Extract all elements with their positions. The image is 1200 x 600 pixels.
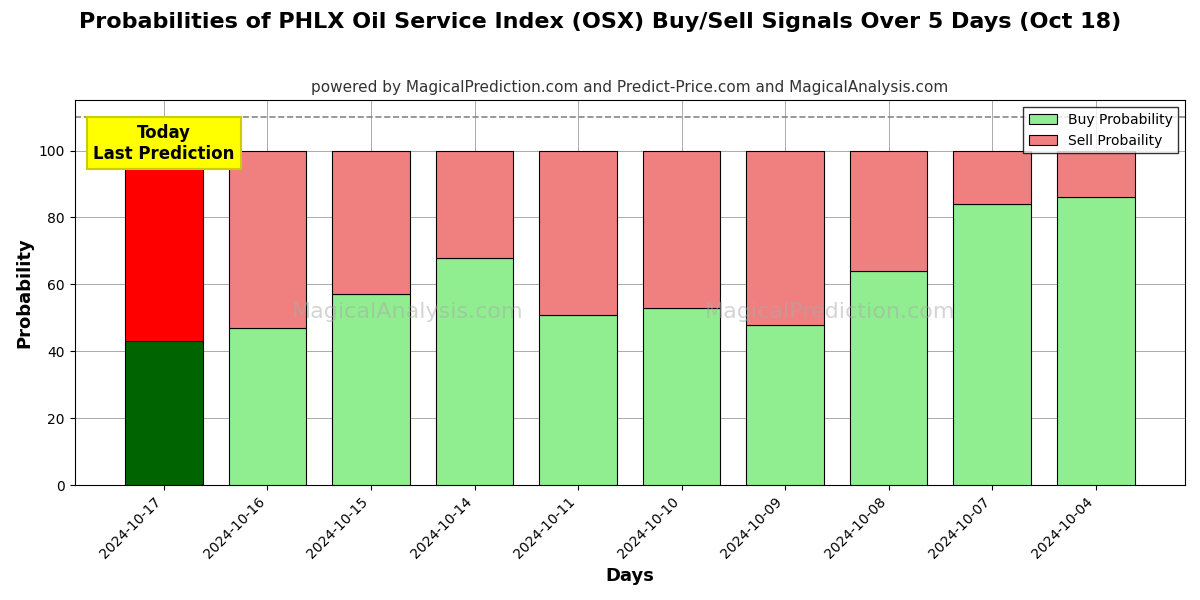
Bar (539, 151, 617, 314)
Legend: Buy Probability, Sell Probaility: Buy Probability, Sell Probaility (1024, 107, 1178, 154)
Bar (332, 295, 410, 485)
Bar (850, 271, 928, 485)
Text: MagicalPrediction.com: MagicalPrediction.com (704, 302, 955, 322)
Text: Probabilities of PHLX Oil Service Index (OSX) Buy/Sell Signals Over 5 Days (Oct : Probabilities of PHLX Oil Service Index … (79, 12, 1121, 32)
Bar (125, 341, 203, 485)
Bar (229, 151, 306, 328)
Text: Today
Last Prediction: Today Last Prediction (94, 124, 235, 163)
Bar (953, 151, 1031, 204)
Bar (125, 151, 203, 341)
Bar (643, 151, 720, 308)
Bar (746, 151, 824, 325)
Bar (1057, 197, 1134, 485)
Title: powered by MagicalPrediction.com and Predict-Price.com and MagicalAnalysis.com: powered by MagicalPrediction.com and Pre… (311, 80, 948, 95)
Bar (436, 257, 514, 485)
Bar (746, 325, 824, 485)
Bar (1057, 151, 1134, 197)
Bar (436, 151, 514, 257)
Bar (953, 204, 1031, 485)
Y-axis label: Probability: Probability (16, 238, 34, 348)
Bar (229, 328, 306, 485)
Bar (850, 151, 928, 271)
Text: MagicalAnalysis.com: MagicalAnalysis.com (292, 302, 523, 322)
Bar (539, 314, 617, 485)
X-axis label: Days: Days (605, 567, 654, 585)
Bar (643, 308, 720, 485)
Bar (332, 151, 410, 295)
